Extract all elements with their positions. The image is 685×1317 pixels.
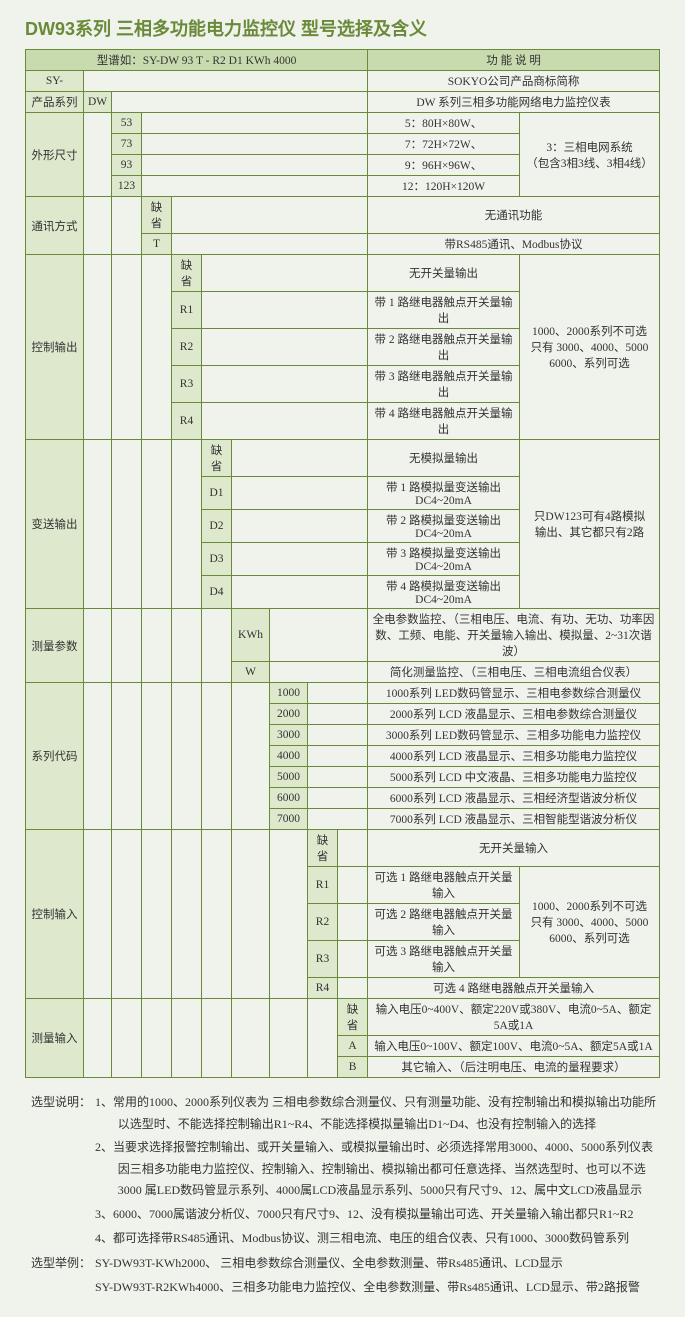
measin-code-2: B [338,1057,368,1078]
measparam-code-0: KWh [232,609,270,662]
note-item-0: 1、常用的1000、2000系列仪表为 三相电参数综合测量仪、只有测量功能、没有… [95,1092,660,1135]
measin-desc-1: 输入电压0~100V、额定100V、电流0~5A、额定5A或1A [368,1036,660,1057]
transout-desc-1: 带 1 路模拟量变送输出DC4~20mA [368,477,520,510]
ctrlin-desc-1: 可选 1 路继电器触点开关量输入 [368,867,520,904]
seriescode-desc-0: 1000系列 LED数码管显示、三相电参数综合测量仪 [368,683,660,704]
ctrlout-code-2: R2 [172,329,202,366]
row-series-code: DW [84,92,112,113]
seriescode-code-3: 4000 [270,746,308,767]
seriescode-desc-1: 2000系列 LCD 液晶显示、三相电参数综合测量仪 [368,704,660,725]
row-series-desc: DW 系列三相多功能网络电力监控仪表 [368,92,660,113]
notes-lead-1: 选型说明： [25,1092,95,1251]
size-desc-0: 5：80H×80W、 [368,113,520,134]
ctrlout-desc-2: 带 2 路继电器触点开关量输出 [368,329,520,366]
ctrlout-code-4: R4 [172,403,202,440]
seriescode-code-1: 2000 [270,704,308,725]
row-seriescode-label: 系列代码 [26,683,84,830]
comm-desc-1: 带RS485通讯、Modbus协议 [368,234,660,255]
notes-lead-2: 选型举例： [25,1253,95,1300]
row-transout-label: 变送输出 [26,440,84,609]
seriescode-desc-5: 6000系列 LCD 液晶显示、三相经济型谐波分析仪 [368,788,660,809]
ctrlin-desc-2: 可选 2 路继电器触点开关量输入 [368,904,520,941]
comm-code-0: 缺省 [142,197,172,234]
seriescode-desc-3: 4000系列 LCD 液晶显示、三相多功能电力监控仪 [368,746,660,767]
row-measparam-label: 测量参数 [26,609,84,683]
measin-desc-2: 其它输入、（后注明电压、电流的量程要求） [368,1057,660,1078]
measin-desc-0: 输入电压0~400V、额定220V或380V、电流0~5A、额定5A或1A [368,999,660,1036]
ctrlout-desc-0: 无开关量输出 [368,255,520,292]
comm-code-1: T [142,234,172,255]
size-code-0: 53 [112,113,142,134]
measin-code-1: A [338,1036,368,1057]
row-comm-label: 通讯方式 [26,197,84,255]
seriescode-code-6: 7000 [270,809,308,830]
transout-code-1: D1 [202,477,232,510]
comm-desc-0: 无通讯功能 [368,197,660,234]
note-item-3: 4、都可选择带RS485通讯、Modbus协议、测三相电流、电压的组合仪表、只有… [95,1228,660,1250]
transout-code-4: D4 [202,576,232,609]
size-desc-2: 9：96H×96W、 [368,155,520,176]
size-code-2: 93 [112,155,142,176]
ctrlin-desc-0: 无开关量输入 [368,830,660,867]
selection-notes: 选型说明： 1、常用的1000、2000系列仪表为 三相电参数综合测量仪、只有测… [25,1092,660,1300]
ctrlout-desc-3: 带 3 路继电器触点开关量输出 [368,366,520,403]
transout-code-2: D2 [202,510,232,543]
ctrlin-side: 1000、2000系列不可选 只有 3000、4000、5000 6000、系列… [520,867,660,978]
transout-code-0: 缺省 [202,440,232,477]
row-series-label: 产品系列 [26,92,84,113]
note-example-1: SY-DW93T-R2KWh4000、三相多功能电力监控仪、全电参数测量、带Rs… [95,1277,660,1299]
transout-desc-4: 带 4 路模拟量变送输出DC4~20mA [368,576,520,609]
size-code-3: 123 [112,176,142,197]
seriescode-code-0: 1000 [270,683,308,704]
ctrlin-code-2: R2 [308,904,338,941]
transout-desc-2: 带 2 路模拟量变送输出DC4~20mA [368,510,520,543]
row-sy-desc: SOKYO公司产品商标简称 [368,71,660,92]
page-title: DW93系列 三相多功能电力监控仪 型号选择及含义 [25,15,660,41]
measparam-desc-0: 全电参数监控、（三相电压、电流、有功、无功、功率因数、工频、电能、开关量输入输出… [368,609,660,662]
ctrlin-code-0: 缺省 [308,830,338,867]
size-desc-1: 7：72H×72W、 [368,134,520,155]
note-item-1: 2、当要求选择报警控制输出、或开关量输入、或模拟量输出时、必须选择常用3000、… [95,1137,660,1202]
ctrlin-code-3: R3 [308,941,338,978]
ctrlout-side: 1000、2000系列不可选 只有 3000、4000、5000 6000、系列… [520,255,660,440]
row-ctrlout-label: 控制输出 [26,255,84,440]
size-side: 3：三相电网系统 （包含3相3线、3相4线） [520,113,660,197]
size-code-1: 73 [112,134,142,155]
measparam-code-1: W [232,662,270,683]
ctrlin-desc-3: 可选 3 路继电器触点开关量输入 [368,941,520,978]
ctrlout-code-3: R3 [172,366,202,403]
seriescode-code-2: 3000 [270,725,308,746]
measin-code-0: 缺省 [338,999,368,1036]
spec-table: 型谱如：SY-DW 93 T - R2 D1 KWh 4000 功 能 说 明 … [25,49,660,1078]
model-prefix: 型谱如：SY-DW 93 T - R2 D1 KWh 4000 [26,50,368,71]
seriescode-code-5: 6000 [270,788,308,809]
seriescode-desc-4: 5000系列 LCD 中文液晶、三相多功能电力监控仪 [368,767,660,788]
seriescode-desc-2: 3000系列 LED数码管显示、三相多功能电力监控仪 [368,725,660,746]
ctrlin-code-4: R4 [308,978,338,999]
ctrlout-desc-4: 带 4 路继电器触点开关量输出 [368,403,520,440]
ctrlout-code-1: R1 [172,292,202,329]
transout-code-3: D3 [202,543,232,576]
measparam-desc-1: 简化测量监控、（三相电压、三相电流组合仪表） [368,662,660,683]
row-measin-label: 测量输入 [26,999,84,1078]
func-header: 功 能 说 明 [368,50,660,71]
transout-side: 只DW123可有4路模拟 输出、其它都只有2路 [520,440,660,609]
ctrlout-desc-1: 带 1 路继电器触点开关量输出 [368,292,520,329]
ctrlin-code-1: R1 [308,867,338,904]
ctrlin-desc-4: 可选 4 路继电器触点开关量输入 [368,978,660,999]
row-size-label: 外形尺寸 [26,113,84,197]
note-item-2: 3、6000、7000属谐波分析仪、7000只有尺寸9、12、没有模拟量输出可选… [95,1204,660,1226]
note-example-0: SY-DW93T-KWh2000、 三相电参数综合测量仪、全电参数测量、带Rs4… [95,1253,660,1275]
row-sy-label: SY- [26,71,84,92]
row-ctrlin-label: 控制输入 [26,830,84,999]
transout-desc-0: 无模拟量输出 [368,440,520,477]
seriescode-code-4: 5000 [270,767,308,788]
transout-desc-3: 带 3 路模拟量变送输出DC4~20mA [368,543,520,576]
seriescode-desc-6: 7000系列 LCD 液晶显示、三相智能型谐波分析仪 [368,809,660,830]
size-desc-3: 12：120H×120W [368,176,520,197]
ctrlout-code-0: 缺省 [172,255,202,292]
